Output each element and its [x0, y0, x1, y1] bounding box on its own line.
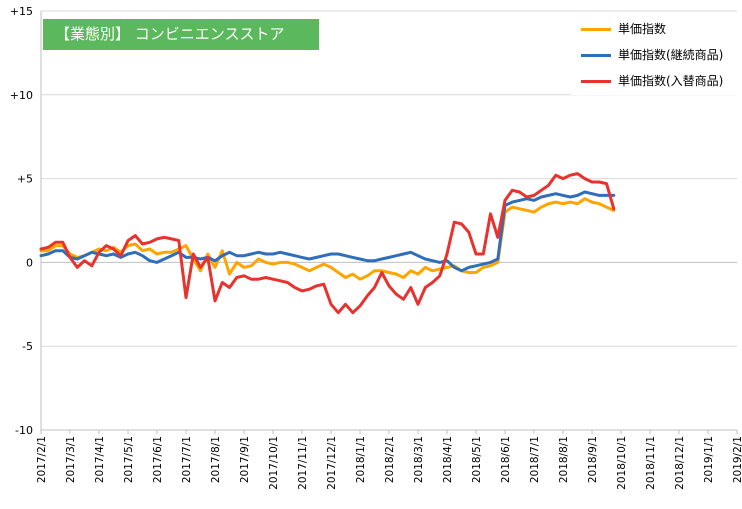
- x-tick-label: 2018/1/1: [355, 436, 367, 483]
- x-tick-label: 2017/7/1: [181, 436, 193, 483]
- x-tick-label: 2017/12/1: [326, 436, 338, 490]
- series-line: [39, 172, 616, 315]
- y-tick-label: -10: [15, 424, 33, 437]
- legend: 単価指数 単価指数(継続商品) 単価指数(入替商品): [571, 15, 741, 95]
- y-tick-label: +5: [17, 173, 33, 186]
- legend-swatch-red: [581, 80, 611, 83]
- x-tick-label: 2018/4/1: [442, 436, 454, 483]
- x-tick-label: 2018/10/1: [616, 436, 628, 490]
- y-tick-label: +10: [10, 89, 33, 102]
- x-tick-label: 2018/8/1: [558, 436, 570, 483]
- x-tick-label: 2017/10/1: [268, 436, 280, 490]
- legend-label: 単価指数(継続商品): [618, 48, 724, 62]
- legend-swatch-blue: [581, 54, 611, 57]
- x-axis: 2017/2/1 2017/3/1 2017/4/1 2017/5/1 2017/6/1…: [36, 11, 742, 490]
- x-tick-label: 2018/7/1: [529, 436, 541, 483]
- x-tick-label: 2017/11/1: [297, 436, 309, 490]
- series-line: [39, 197, 616, 281]
- x-tick-label: 2019/2/1: [732, 436, 742, 483]
- y-tick-label: -5: [22, 340, 33, 353]
- x-tick-label: 2018/3/1: [413, 436, 425, 483]
- y-tick-label: 0: [26, 256, 33, 269]
- x-tick-label: 2018/12/1: [674, 436, 686, 490]
- chart-title: 【業態別】 コンビニエンスストア: [43, 19, 319, 50]
- x-tick-label: 2017/6/1: [152, 436, 164, 483]
- x-tick-label: 2018/9/1: [587, 436, 599, 483]
- x-tick-label: 2018/2/1: [384, 436, 396, 483]
- x-tick-label: 2018/6/1: [500, 436, 512, 483]
- x-tick-label: 2017/3/1: [65, 436, 77, 483]
- x-tick-label: 2018/5/1: [471, 436, 483, 483]
- y-axis-ticks: -10 -5 0 +5 +10 +15: [10, 5, 33, 437]
- x-tick-label: 2017/2/1: [36, 436, 48, 483]
- x-tick-label: 2017/4/1: [94, 436, 106, 483]
- y-tick-label: +15: [10, 5, 33, 18]
- legend-label: 単価指数(入替商品): [618, 74, 724, 88]
- series-lines: [39, 172, 616, 315]
- x-tick-label: 2018/11/1: [645, 436, 657, 490]
- x-tick-label: 2019/1/1: [703, 436, 715, 483]
- legend-label: 単価指数: [618, 22, 667, 36]
- series-line: [39, 190, 616, 273]
- x-tick-label: 2017/5/1: [123, 436, 135, 483]
- x-tick-label: 2017/8/1: [210, 436, 222, 483]
- legend-swatch-orange: [581, 28, 611, 31]
- x-tick-label: 2017/9/1: [239, 436, 251, 483]
